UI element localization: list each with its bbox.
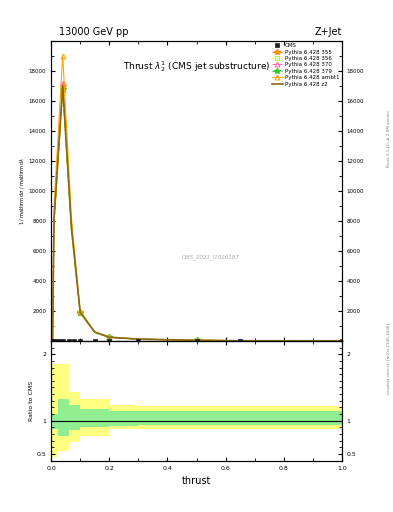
CMS xyxy=(107,338,112,344)
Text: Rivet 3.1.10, ≥ 2.9M events: Rivet 3.1.10, ≥ 2.9M events xyxy=(387,110,391,167)
Pythia 6.428 370 xyxy=(107,334,112,340)
Pythia 6.428 355 xyxy=(69,225,74,231)
Legend: CMS, Pythia 6.428 355, Pythia 6.428 356, Pythia 6.428 370, Pythia 6.428 379, Pyt: CMS, Pythia 6.428 355, Pythia 6.428 356,… xyxy=(271,42,341,88)
Pythia 6.428 z2 xyxy=(50,336,55,343)
CMS xyxy=(238,338,242,344)
Y-axis label: 1 / mathrm d$\sigma$ / mathrm d$\lambda$: 1 / mathrm d$\sigma$ / mathrm d$\lambda$ xyxy=(18,157,26,225)
Pythia 6.428 370 xyxy=(136,336,141,342)
Line: Pythia 6.428 356: Pythia 6.428 356 xyxy=(50,91,344,343)
Pythia 6.428 379 xyxy=(238,337,242,344)
Pythia 6.428 z2 xyxy=(340,338,344,344)
Pythia 6.428 379 xyxy=(50,336,55,343)
Pythia 6.428 ambt1 xyxy=(69,215,74,221)
CMS xyxy=(78,338,83,344)
Pythia 6.428 355 xyxy=(61,83,65,89)
Pythia 6.428 379 xyxy=(78,310,83,316)
Line: Pythia 6.428 370: Pythia 6.428 370 xyxy=(50,80,344,343)
Pythia 6.428 356 xyxy=(238,337,242,344)
CMS xyxy=(194,338,199,344)
Pythia 6.428 356 xyxy=(50,336,55,343)
Pythia 6.428 z2 xyxy=(92,329,97,335)
CMS xyxy=(50,338,55,344)
Pythia 6.428 379 xyxy=(61,86,65,92)
Pythia 6.428 370 xyxy=(78,309,83,315)
Pythia 6.428 379 xyxy=(340,338,344,344)
Pythia 6.428 z2 xyxy=(194,337,199,344)
Pythia 6.428 370 xyxy=(194,337,199,344)
Pythia 6.428 ambt1 xyxy=(340,338,344,344)
Pythia 6.428 370 xyxy=(51,216,56,222)
Pythia 6.428 356 xyxy=(78,310,83,316)
Pythia 6.428 379 xyxy=(69,227,74,233)
Pythia 6.428 356 xyxy=(107,334,112,340)
Pythia 6.428 370 xyxy=(92,329,97,335)
Pythia 6.428 379 xyxy=(107,334,112,340)
Pythia 6.428 355 xyxy=(78,309,83,315)
Pythia 6.428 370 xyxy=(340,338,344,344)
Pythia 6.428 355 xyxy=(340,338,344,344)
Line: Pythia 6.428 ambt1: Pythia 6.428 ambt1 xyxy=(50,54,344,343)
Pythia 6.428 ambt1 xyxy=(194,337,199,344)
Pythia 6.428 z2 xyxy=(238,337,242,344)
Pythia 6.428 ambt1 xyxy=(136,336,141,342)
Pythia 6.428 z2 xyxy=(61,83,65,89)
Pythia 6.428 356 xyxy=(61,90,65,96)
Pythia 6.428 z2 xyxy=(107,334,112,340)
Line: Pythia 6.428 z2: Pythia 6.428 z2 xyxy=(53,86,342,341)
CMS xyxy=(61,338,65,344)
Pythia 6.428 355 xyxy=(194,337,199,344)
Pythia 6.428 ambt1 xyxy=(61,53,65,59)
Text: 13000 GeV pp: 13000 GeV pp xyxy=(59,27,129,37)
Pythia 6.428 ambt1 xyxy=(78,308,83,314)
Pythia 6.428 ambt1 xyxy=(107,334,112,340)
Pythia 6.428 z2 xyxy=(78,309,83,315)
Pythia 6.428 356 xyxy=(51,222,56,228)
Pythia 6.428 355 xyxy=(238,337,242,344)
Pythia 6.428 370 xyxy=(61,80,65,86)
Pythia 6.428 356 xyxy=(69,230,74,236)
Pythia 6.428 356 xyxy=(92,329,97,335)
Pythia 6.428 ambt1 xyxy=(50,336,55,342)
Text: mcplots.cern.ch [arXiv:1306.3436]: mcplots.cern.ch [arXiv:1306.3436] xyxy=(387,323,391,394)
Pythia 6.428 379 xyxy=(51,219,56,225)
Text: CMS_2021_I1920187: CMS_2021_I1920187 xyxy=(182,254,240,260)
X-axis label: thrust: thrust xyxy=(182,476,211,486)
Pythia 6.428 ambt1 xyxy=(51,203,56,209)
Pythia 6.428 z2 xyxy=(69,225,74,231)
Line: Pythia 6.428 379: Pythia 6.428 379 xyxy=(50,86,345,344)
Pythia 6.428 355 xyxy=(50,336,55,343)
Text: Z+Jet: Z+Jet xyxy=(314,27,342,37)
Pythia 6.428 355 xyxy=(51,218,56,224)
Pythia 6.428 ambt1 xyxy=(238,337,242,344)
Pythia 6.428 356 xyxy=(136,336,141,342)
CMS xyxy=(72,338,77,344)
Pythia 6.428 379 xyxy=(136,336,141,342)
CMS xyxy=(92,338,97,344)
Pythia 6.428 370 xyxy=(50,336,55,343)
Pythia 6.428 370 xyxy=(69,224,74,230)
Pythia 6.428 355 xyxy=(92,329,97,335)
CMS xyxy=(55,338,59,344)
Pythia 6.428 379 xyxy=(92,329,97,335)
Text: Thrust $\lambda_2^1$ (CMS jet substructure): Thrust $\lambda_2^1$ (CMS jet substructu… xyxy=(123,59,270,74)
CMS xyxy=(340,338,344,344)
Pythia 6.428 z2 xyxy=(51,217,56,223)
Pythia 6.428 370 xyxy=(238,337,242,344)
CMS xyxy=(136,338,141,344)
Line: CMS: CMS xyxy=(51,339,343,343)
CMS xyxy=(66,338,71,344)
Pythia 6.428 355 xyxy=(136,336,141,342)
CMS xyxy=(51,338,56,344)
Pythia 6.428 ambt1 xyxy=(92,329,97,335)
Pythia 6.428 356 xyxy=(194,337,199,344)
Line: Pythia 6.428 355: Pythia 6.428 355 xyxy=(50,83,345,344)
Y-axis label: Ratio to CMS: Ratio to CMS xyxy=(29,381,34,421)
Pythia 6.428 356 xyxy=(340,338,344,344)
Pythia 6.428 355 xyxy=(107,334,112,340)
Pythia 6.428 379 xyxy=(194,337,199,344)
CMS xyxy=(57,338,62,344)
Pythia 6.428 z2 xyxy=(136,336,141,342)
